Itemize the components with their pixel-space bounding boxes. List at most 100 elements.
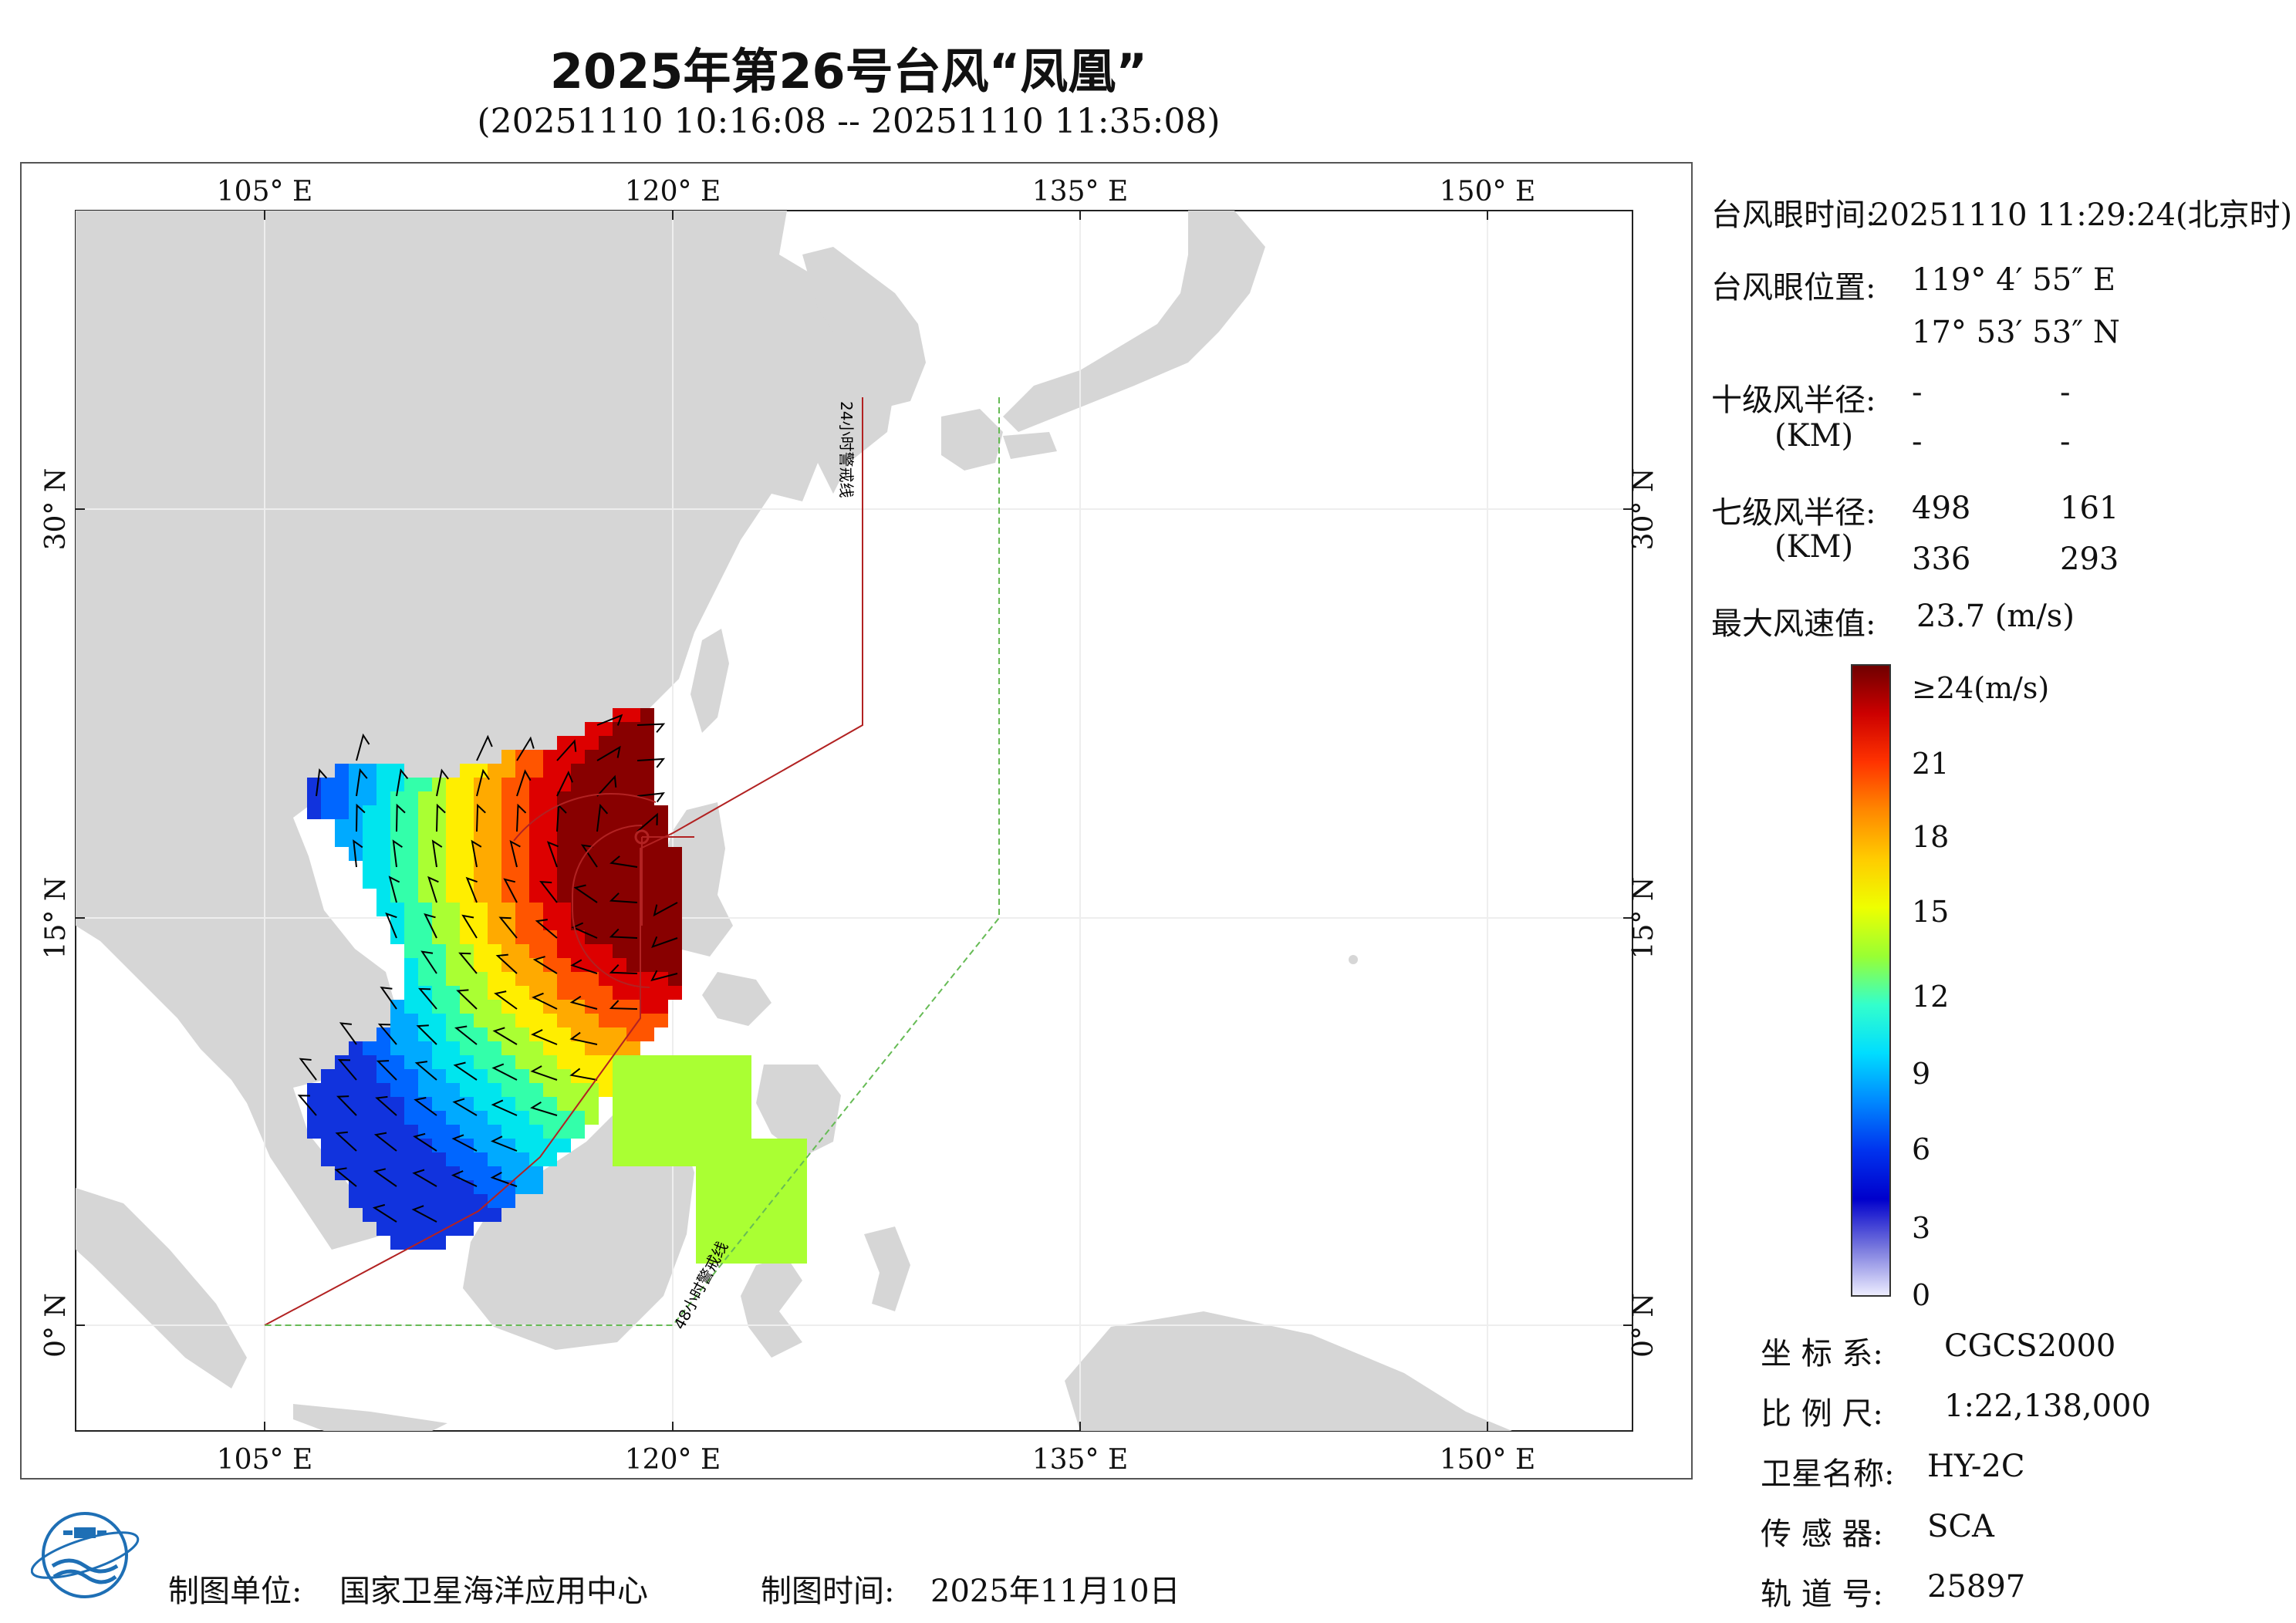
wind-barb <box>436 768 449 797</box>
wind-cell <box>488 903 501 916</box>
wind-cell <box>696 1250 710 1264</box>
wind-cell <box>640 778 654 791</box>
wind-cell <box>488 1166 501 1180</box>
wind-cell <box>376 1139 390 1152</box>
wind-barb <box>411 1205 437 1223</box>
wind-cell <box>626 944 640 958</box>
wind-cell <box>349 1097 363 1111</box>
wind-cell <box>613 889 626 903</box>
wind-cell <box>654 1097 668 1111</box>
wind-cell <box>349 1194 363 1208</box>
wind-barb <box>636 723 666 734</box>
wind-cell <box>307 1083 321 1097</box>
wind-cell <box>501 833 515 847</box>
wind-cell <box>363 1152 376 1166</box>
wind-cell <box>626 972 640 986</box>
wind-cell <box>335 778 349 791</box>
wind-cell <box>418 903 432 916</box>
colorbar-label-0: 0 <box>1912 1278 1930 1312</box>
wind-cell <box>529 958 543 972</box>
wind-cell <box>515 819 529 833</box>
wind-barb <box>516 736 535 761</box>
tick-marks <box>76 211 1633 1431</box>
wind-cell <box>599 1000 613 1014</box>
wind-cell <box>390 1180 404 1194</box>
wind-cell <box>501 1097 515 1111</box>
wind-cell <box>668 875 682 889</box>
wind-cell <box>640 847 654 861</box>
wind-cell <box>488 791 501 805</box>
wind-cell <box>376 805 390 819</box>
wind-barb <box>458 952 478 974</box>
wind-cell <box>626 1041 640 1055</box>
wind-barb <box>532 992 558 1010</box>
wind-cell <box>626 903 640 916</box>
wind-cell <box>501 819 515 833</box>
wind-cell <box>599 903 613 916</box>
wind-cell <box>515 1180 529 1194</box>
wind-cell <box>446 1000 460 1014</box>
wind-cell <box>738 1139 751 1152</box>
wind-cell <box>626 1069 640 1083</box>
wind-cell <box>446 986 460 1000</box>
wind-cell <box>529 986 543 1000</box>
wind-cell <box>765 1180 779 1194</box>
wind-cell <box>613 1125 626 1139</box>
wind-cell <box>654 1139 668 1152</box>
orbit-value: 25897 <box>1927 1569 2026 1604</box>
wind-cell <box>710 1111 724 1125</box>
wind-cell <box>363 764 376 778</box>
wind-cell <box>585 889 599 903</box>
wind-cell <box>501 1166 515 1180</box>
wind-cell <box>363 1083 376 1097</box>
wind-cell <box>432 1208 446 1222</box>
wind-cell <box>640 916 654 930</box>
wind-cell <box>418 1166 432 1180</box>
wind-cell <box>376 903 390 916</box>
wind-cell <box>571 972 585 986</box>
wind-cell <box>765 1166 779 1180</box>
wind-cell <box>557 875 571 889</box>
wind-barb <box>336 1095 357 1116</box>
wind-cell <box>654 1152 668 1166</box>
wind-cell <box>376 1111 390 1125</box>
wind-cell <box>640 1000 654 1014</box>
wind-cell <box>390 916 404 930</box>
wind-cell <box>557 736 571 750</box>
wind-cell <box>335 1111 349 1125</box>
wind-cell <box>460 903 474 916</box>
wind-cell <box>626 889 640 903</box>
colorbar-label-24: ≥24(m/s) <box>1912 671 2049 705</box>
wind-cell <box>446 1139 460 1152</box>
wind-barb <box>431 839 443 868</box>
wind-barb <box>424 913 437 939</box>
wind-cell <box>793 1180 807 1194</box>
wind-cell <box>404 1041 418 1055</box>
wind-cell <box>390 1236 404 1250</box>
wind-cell <box>515 889 529 903</box>
wind-cell <box>321 1125 335 1139</box>
lon-label-bottom-150: 150° E <box>1440 1444 1535 1476</box>
wind-cell <box>557 833 571 847</box>
wind-cell <box>501 750 515 764</box>
wind-cell <box>404 1083 418 1097</box>
wind-cell <box>515 1027 529 1041</box>
wind-cell <box>390 1139 404 1152</box>
wind-cell <box>599 722 613 736</box>
wind-cell <box>446 972 460 986</box>
wind-cell <box>418 1152 432 1166</box>
wind-cell <box>738 1111 751 1125</box>
wind-cell <box>793 1194 807 1208</box>
wind-cell <box>626 750 640 764</box>
wind-cell <box>474 1014 488 1027</box>
wind-cell <box>501 930 515 944</box>
wind-cell <box>724 1208 738 1222</box>
wind-cell <box>543 1000 557 1014</box>
wind-barb <box>492 1027 518 1045</box>
land-mindanao <box>756 1065 841 1157</box>
wind-barb <box>299 1058 317 1081</box>
wind-cell <box>488 1180 501 1194</box>
wind-cell <box>474 764 488 778</box>
wind-cell <box>488 847 501 861</box>
wind-cell <box>349 791 363 805</box>
